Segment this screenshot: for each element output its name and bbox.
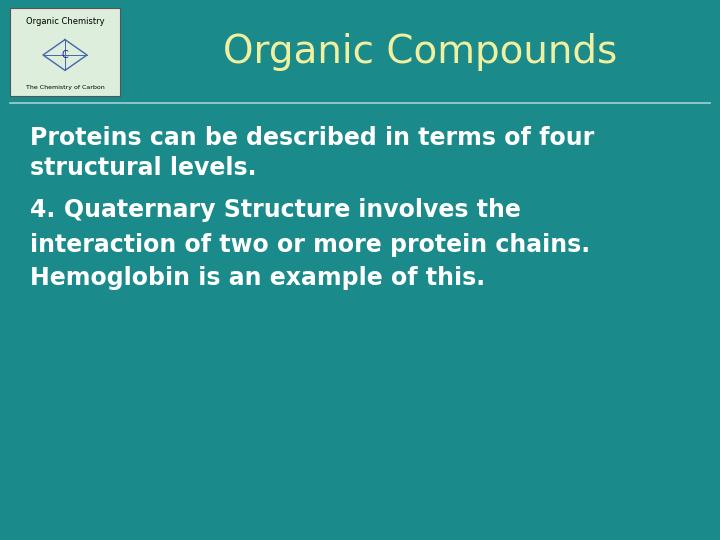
Text: C: C (62, 50, 68, 60)
Text: Quaternary Structure: Quaternary Structure (63, 198, 350, 222)
Text: Organic Compounds: Organic Compounds (223, 33, 617, 71)
Text: 4.: 4. (30, 198, 63, 222)
FancyBboxPatch shape (10, 8, 120, 96)
Text: interaction of two or more protein chains.: interaction of two or more protein chain… (30, 233, 590, 257)
Text: Hemoglobin is an example of this.: Hemoglobin is an example of this. (30, 266, 485, 290)
Text: Organic Chemistry: Organic Chemistry (26, 17, 104, 25)
Text: Proteins can be described in terms of four: Proteins can be described in terms of fo… (30, 126, 594, 150)
Text: structural levels.: structural levels. (30, 156, 256, 180)
Text: involves the: involves the (350, 198, 521, 222)
Text: The Chemistry of Carbon: The Chemistry of Carbon (26, 85, 104, 91)
